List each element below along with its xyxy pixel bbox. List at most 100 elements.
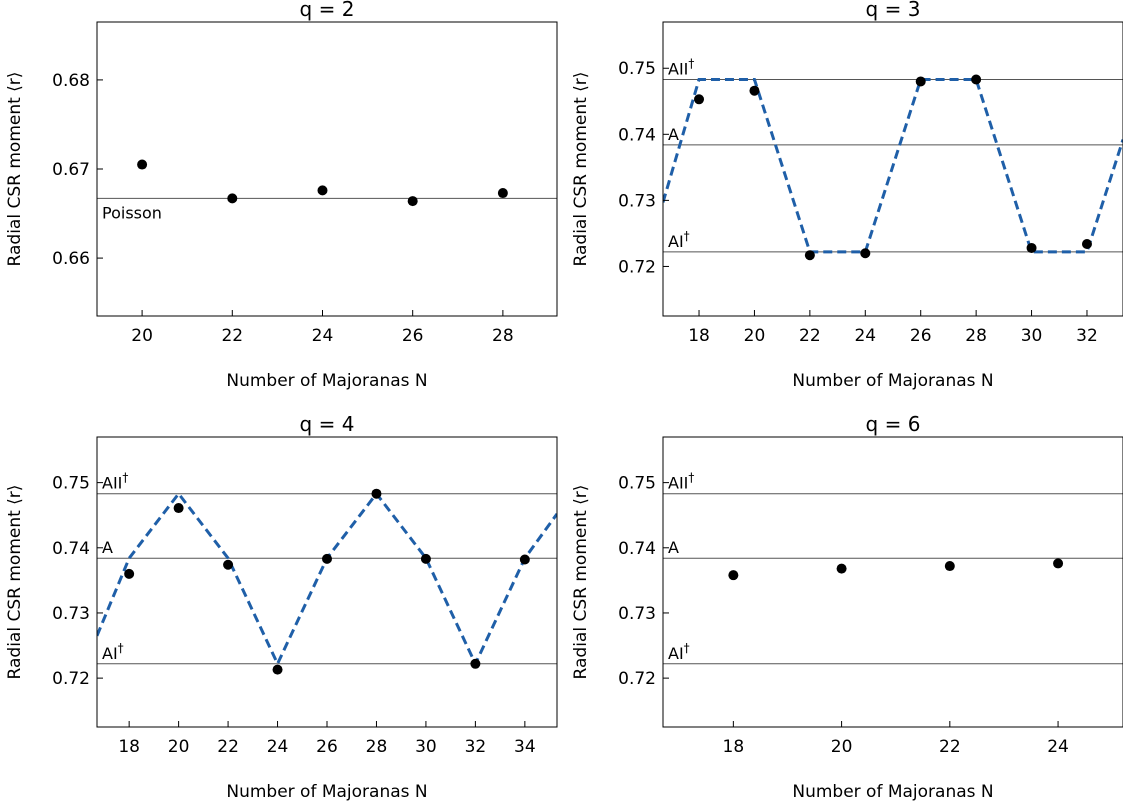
x-tick-label: 20 xyxy=(744,326,766,346)
x-tick-label: 24 xyxy=(267,737,289,757)
x-axis-label: Number of Majoranas N xyxy=(226,371,427,391)
x-tick-label: 20 xyxy=(131,326,153,346)
theory-line xyxy=(97,491,557,668)
y-tick-label: 0.67 xyxy=(52,160,90,180)
panel-1: q = 2 Poisson 20 22 24 26 28 0.66 0.67 0.68 Number… xyxy=(5,0,558,391)
y-tick-label: 0.75 xyxy=(618,59,656,79)
data-point xyxy=(322,553,332,564)
data-point xyxy=(1053,558,1064,569)
x-tick-label: 32 xyxy=(1076,326,1098,346)
x-tick-label: 22 xyxy=(221,326,243,346)
x-tick-label: 24 xyxy=(312,326,334,346)
reference-label: AI† xyxy=(668,641,690,663)
reference-label: AII† xyxy=(668,56,694,78)
data-point xyxy=(124,568,135,579)
x-tick-label: 18 xyxy=(723,737,745,757)
data-point xyxy=(223,559,234,570)
x-tick-label: 32 xyxy=(465,737,487,757)
data-point xyxy=(804,250,815,261)
y-tick-label: 0.74 xyxy=(618,539,656,559)
y-axis-label: Radial CSR moment ⟨r⟩ xyxy=(5,485,25,680)
data-point xyxy=(227,193,238,204)
data-point xyxy=(971,74,982,85)
reference-label: Poisson xyxy=(102,203,162,222)
data-point xyxy=(1081,238,1092,249)
data-point xyxy=(407,196,418,207)
y-tick-label: 0.75 xyxy=(618,474,656,494)
x-tick-label: 28 xyxy=(492,326,514,346)
y-tick-label: 0.66 xyxy=(52,249,90,269)
y-axis-label: Radial CSR moment ⟨r⟩ xyxy=(5,72,25,267)
x-tick-label: 26 xyxy=(402,326,424,346)
axes-frame xyxy=(662,21,1123,317)
reference-label: AII† xyxy=(102,471,128,493)
panel-title: q = 2 xyxy=(300,0,355,21)
x-tick-label: 30 xyxy=(415,737,437,757)
x-tick-label: 24 xyxy=(854,326,876,346)
x-tick-label: 22 xyxy=(799,326,821,346)
y-axis-label: Radial CSR moment ⟨r⟩ xyxy=(571,72,591,267)
panel-title: q = 6 xyxy=(866,412,921,436)
y-tick-label: 0.73 xyxy=(618,604,656,624)
x-axis-label: Number of Majoranas N xyxy=(792,782,993,802)
panel-title: q = 4 xyxy=(300,412,355,436)
theory-line xyxy=(663,77,1123,254)
y-tick-label: 0.72 xyxy=(52,669,90,689)
reference-label: A xyxy=(668,125,679,144)
data-point xyxy=(173,503,184,514)
y-tick-label: 0.68 xyxy=(52,71,90,91)
y-tick-label: 0.72 xyxy=(618,257,656,277)
x-tick-label: 30 xyxy=(1021,326,1043,346)
data-point xyxy=(728,570,739,581)
data-point xyxy=(420,553,431,564)
x-tick-label: 34 xyxy=(514,737,536,757)
data-point xyxy=(317,185,328,196)
data-point xyxy=(860,248,871,259)
data-point xyxy=(749,85,760,96)
x-tick-label: 28 xyxy=(965,326,987,346)
data-point xyxy=(470,658,481,669)
x-tick-label: 20 xyxy=(168,737,190,757)
x-axis-label: Number of Majoranas N xyxy=(226,782,427,802)
x-tick-label: 22 xyxy=(217,737,239,757)
x-axis-label: Number of Majoranas N xyxy=(792,371,993,391)
panel-4: q = 6 AII† A AI† 18 20 22 24 0.72 0.73 0.74 0.75 Num… xyxy=(571,412,1123,802)
data-point xyxy=(836,563,847,574)
y-tick-label: 0.73 xyxy=(618,191,656,211)
data-point xyxy=(944,561,955,572)
y-axis-label: Radial CSR moment ⟨r⟩ xyxy=(571,485,591,680)
y-tick-label: 0.74 xyxy=(618,125,656,145)
reference-label: AII† xyxy=(668,471,694,493)
data-point xyxy=(915,76,926,87)
axes-frame xyxy=(96,436,558,728)
reference-label: AI† xyxy=(102,641,124,663)
data-point xyxy=(137,159,148,170)
panel-3: q = 4 AII† A AI† 18 20 22 24 26 28 30 32 34 0.72 0.73 0… xyxy=(5,412,558,802)
panel-2: q = 3 AII† A AI† 18 20 22 24 26 28 30 32 0.72 0.73 0.7… xyxy=(571,0,1123,391)
axes-frame xyxy=(662,436,1123,728)
data-point xyxy=(497,188,508,199)
reference-label: A xyxy=(668,538,679,557)
x-tick-label: 26 xyxy=(910,326,932,346)
y-tick-label: 0.72 xyxy=(618,669,656,689)
axes-frame xyxy=(96,21,558,317)
data-point xyxy=(272,664,283,675)
x-tick-label: 22 xyxy=(939,737,961,757)
data-point xyxy=(371,488,382,499)
reference-label: A xyxy=(102,538,113,557)
y-tick-label: 0.73 xyxy=(52,604,90,624)
reference-label: AI† xyxy=(668,229,690,251)
data-point xyxy=(519,554,530,565)
data-point xyxy=(1026,242,1037,253)
x-tick-label: 24 xyxy=(1047,737,1069,757)
x-tick-label: 18 xyxy=(118,737,140,757)
x-tick-label: 28 xyxy=(366,737,388,757)
x-tick-label: 20 xyxy=(831,737,853,757)
y-tick-label: 0.74 xyxy=(52,539,90,559)
x-tick-label: 26 xyxy=(316,737,338,757)
data-point xyxy=(694,94,705,105)
x-tick-label: 18 xyxy=(688,326,710,346)
panel-title: q = 3 xyxy=(866,0,921,21)
y-tick-label: 0.75 xyxy=(52,474,90,494)
